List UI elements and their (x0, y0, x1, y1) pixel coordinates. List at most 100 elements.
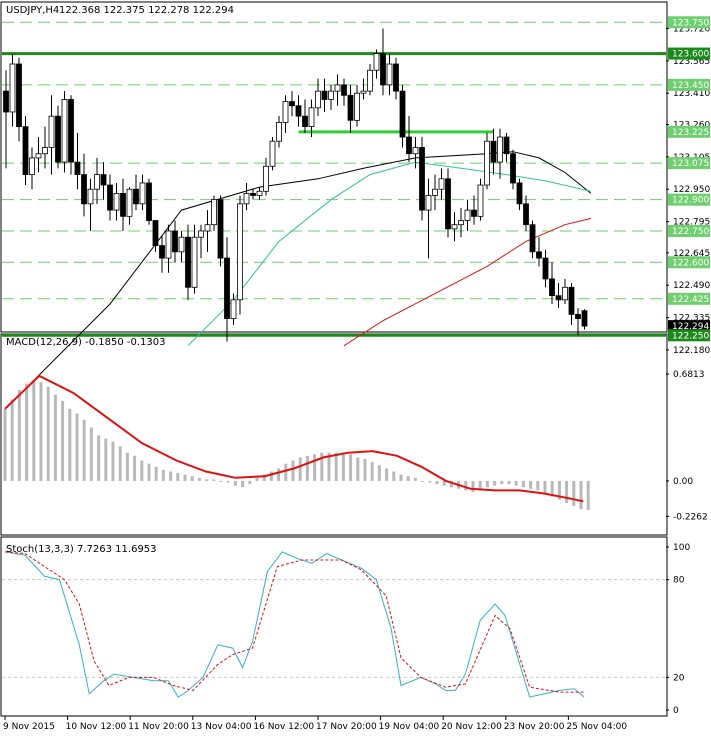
level-label: 123.750 (672, 18, 709, 28)
macd-histogram-bar (413, 477, 417, 481)
macd-histogram-bar (543, 480, 547, 494)
stoch-title: Stoch(13,3,3) 7.7263 11.6953 (6, 544, 157, 555)
time-tick-label: 17 Nov 20:00 (316, 722, 377, 732)
candle-body (113, 192, 120, 211)
level-label-bg (668, 292, 710, 305)
macd-histogram-bar (500, 480, 504, 485)
macd-histogram-bar (399, 474, 403, 481)
ma-red-line (343, 217, 592, 347)
macd-histogram-bar (392, 471, 396, 481)
level-label-bg (668, 193, 710, 206)
macd-histogram-bar (550, 480, 554, 497)
candle-body (198, 230, 204, 238)
price-panel: 123.720123.565123.410123.260123.105122.9… (2, 16, 710, 409)
stoch-signal-line (4, 551, 585, 693)
candle-body (211, 199, 217, 226)
candle-body (529, 224, 536, 253)
candle-body (295, 105, 302, 117)
candle-body (549, 278, 555, 297)
candle-body (451, 224, 458, 230)
candle-body (178, 236, 185, 253)
stoch-panel-frame (0, 536, 668, 717)
candle-body (425, 195, 432, 211)
macd-histogram-bar (277, 468, 281, 481)
candle-body (399, 90, 406, 138)
candle-body (490, 140, 497, 163)
macd-histogram-bar (140, 460, 144, 481)
macd-histogram-bar (363, 458, 367, 481)
macd-histogram-bar (377, 465, 381, 481)
candle-body (471, 209, 477, 217)
macd-histogram-bar (118, 446, 122, 481)
macd-histogram-bar (428, 480, 432, 483)
candle-body (445, 178, 451, 230)
candle-body (568, 286, 575, 315)
price-tick-label: 122.180 (673, 346, 710, 356)
candle-body (165, 230, 172, 259)
price-tick-label: 122.335 (673, 314, 710, 324)
macd-signal-line (4, 374, 584, 503)
level-label: 122.900 (672, 196, 709, 206)
candle-body (16, 63, 22, 128)
candle-body (126, 188, 133, 217)
macd-histogram-bar (579, 480, 583, 510)
candle-body (464, 209, 471, 221)
level-label-bg (668, 157, 710, 170)
candle-body (354, 92, 360, 121)
macd-histogram-bar (154, 466, 158, 481)
candle-body (29, 157, 35, 176)
candle-body (3, 90, 9, 113)
macd-histogram-bar (233, 480, 237, 486)
candle-body (367, 69, 373, 92)
stoch-tick-label: 100 (673, 543, 690, 553)
macd-histogram-bar (17, 389, 21, 481)
candle-body (458, 220, 464, 226)
price-panel-frame (0, 1, 668, 333)
macd-histogram-bar (565, 480, 569, 503)
macd-panel-frame (0, 333, 668, 536)
macd-histogram-bar (39, 382, 43, 481)
level-label-bg (668, 256, 710, 269)
candle-body (120, 192, 126, 217)
macd-histogram-bar (161, 469, 165, 481)
macd-title: MACD(12,26,9) -0.1850 -0.1303 (6, 337, 166, 348)
stoch-panel: 100 80 20 0 (2, 543, 690, 716)
level-label: 123.450 (672, 81, 709, 91)
macd-histogram-bar (269, 471, 273, 481)
candle-body (419, 147, 425, 211)
macd-tick-label: 0.00 (673, 477, 693, 487)
time-tick-label: 23 Nov 20:00 (504, 722, 565, 732)
macd-histogram-bar (557, 480, 561, 500)
time-tick-label: 20 Nov 12:00 (441, 722, 502, 732)
time-tick-label: 9 Nov 2015 (3, 722, 55, 732)
price-tick-label: 122.795 (673, 218, 710, 228)
level-label: 123.075 (672, 159, 709, 169)
level-label: 123.600 (672, 50, 709, 60)
candle-body (503, 136, 510, 155)
candle-body (360, 90, 367, 94)
macd-histogram-bar (111, 441, 115, 481)
macd-histogram-bar (449, 480, 453, 488)
macd-histogram-bar (212, 479, 216, 481)
ohlc-header: 122.368 122.375 122.278 122.294 (59, 5, 234, 16)
macd-histogram-bar (248, 480, 252, 485)
candle-body (536, 251, 542, 259)
time-axis: 9 Nov 2015 10 Nov 12:00 11 Nov 20:00 13 Nov… (3, 716, 627, 732)
candle-body (581, 310, 588, 327)
candle-body (432, 188, 438, 196)
candle-body (477, 184, 484, 217)
candle-body (204, 224, 211, 232)
candle-body (341, 84, 347, 96)
candle-body (516, 182, 523, 205)
macd-histogram-bar (89, 427, 93, 481)
macd-histogram-bar (32, 380, 36, 481)
candle-body (191, 236, 198, 288)
macd-histogram-bar (133, 455, 137, 481)
macd-histogram-bar (147, 463, 151, 481)
candle-body (139, 182, 146, 205)
stoch-main-line (4, 551, 585, 698)
macd-histogram-bar (493, 480, 497, 486)
candle-body (308, 107, 315, 128)
candle-body (393, 63, 399, 92)
